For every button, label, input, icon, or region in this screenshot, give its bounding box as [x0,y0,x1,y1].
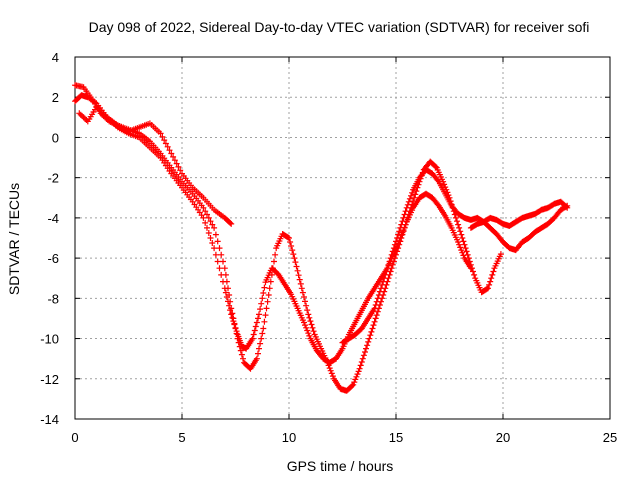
x-axis-ticks: 0 5 10 15 20 25 [71,57,617,445]
x-tick-label: 20 [496,430,510,445]
series-markers [339,166,571,346]
y-tick-label: -2 [47,171,59,186]
series-track-d [339,166,571,346]
y-tick-label: -12 [40,372,59,387]
y-tick-label: -14 [40,412,59,427]
y-tick-label: -8 [47,291,59,306]
series-track-c [76,104,235,227]
y-tick-label: 0 [52,130,59,145]
y-tick-label: -4 [47,211,59,226]
y-tick-label: 2 [52,90,59,105]
x-tick-label: 5 [178,430,185,445]
y-axis-title: SDTVAR / TECUs [6,183,22,295]
x-tick-label: 0 [71,430,78,445]
x-tick-label: 10 [282,430,296,445]
y-tick-label: 4 [52,50,59,65]
chart-title: Day 098 of 2022, Sidereal Day-to-day VTE… [89,19,590,35]
data-markers [72,82,571,394]
y-tick-label: -6 [47,251,59,266]
plot-frame [74,56,611,420]
y-axis-ticks: -14 -12 -10 -8 -6 -4 -2 0 2 4 [40,50,610,427]
series-markers [76,104,235,227]
x-axis-title: GPS time / hours [287,458,394,474]
y-tick-label: -10 [40,332,59,347]
series-track-e [467,198,571,231]
series-markers [467,198,571,231]
x-tick-label: 15 [389,430,403,445]
x-tick-label: 25 [603,430,617,445]
